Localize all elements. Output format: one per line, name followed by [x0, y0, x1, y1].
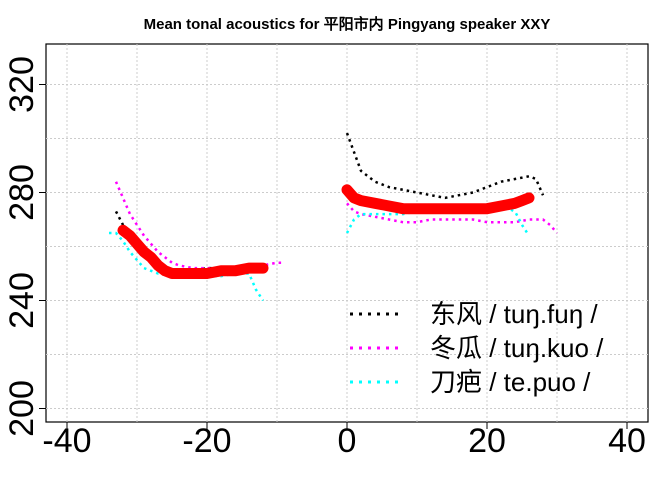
legend-label: 冬瓜 / tuŋ.kuo / — [430, 333, 604, 363]
axes: -40 -20 0 20 40 200 240 280 320 — [3, 56, 646, 460]
series-2-segment-0 — [109, 231, 265, 302]
series-2 — [109, 204, 531, 302]
legend-label: 东风 / tuŋ.fuŋ / — [430, 299, 598, 329]
series-lines — [109, 132, 558, 302]
x-tick-label: -40 — [42, 422, 91, 460]
series-1 — [114, 181, 558, 270]
x-tick-label: 0 — [338, 422, 357, 460]
series-3-segment-1 — [341, 184, 535, 215]
legend: 东风 / tuŋ.fuŋ / 冬瓜 / tuŋ.kuo / 刀疤 / te.puo … — [350, 299, 604, 397]
series-3-segment-0 — [117, 224, 269, 279]
series-1-segment-0 — [114, 181, 284, 270]
series-0-segment-1 — [345, 132, 545, 200]
x-tick-label: 20 — [468, 422, 506, 460]
chart-title: Mean tonal acoustics for 平阳市内 Pingyang s… — [144, 15, 551, 33]
series-1-segment-1 — [346, 202, 558, 234]
y-tick-label: 200 — [3, 380, 41, 437]
y-tick-label: 240 — [3, 272, 41, 329]
series-3 — [117, 184, 535, 279]
x-tick-label: 40 — [608, 422, 646, 460]
grid — [46, 44, 648, 422]
y-tick-label: 280 — [3, 164, 41, 221]
y-tick-label: 320 — [3, 56, 41, 113]
x-tick-label: -20 — [182, 422, 231, 460]
legend-label: 刀疤 / te.puo / — [430, 367, 591, 397]
